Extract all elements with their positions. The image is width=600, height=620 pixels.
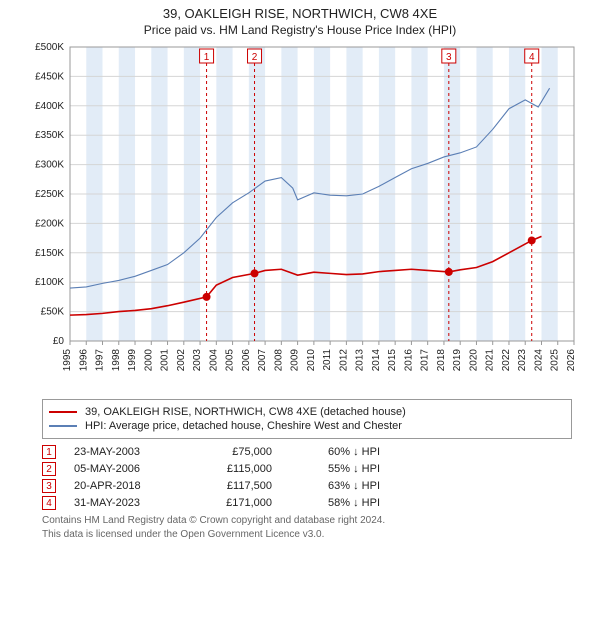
event-marker-4: 4 — [42, 496, 56, 510]
title-line-2: Price paid vs. HM Land Registry's House … — [0, 23, 600, 37]
chart-svg: £0 £50K £100K £150K £200K £250K £300K £350K £400… — [20, 41, 580, 391]
svg-text:2005: 2005 — [225, 349, 236, 372]
event-date-4: 31-MAY-2023 — [74, 497, 174, 509]
svg-text:£0: £0 — [53, 336, 65, 347]
svg-text:2004: 2004 — [208, 349, 219, 372]
legend-item-2: HPI: Average price, detached house, Ches… — [49, 420, 565, 432]
svg-text:2006: 2006 — [241, 349, 252, 372]
svg-text:£400K: £400K — [35, 101, 64, 112]
svg-text:1995: 1995 — [62, 349, 73, 372]
svg-text:1998: 1998 — [111, 349, 122, 372]
svg-text:4: 4 — [529, 52, 535, 63]
event-delta-3: 63% ↓ HPI — [290, 480, 380, 492]
legend: 39, OAKLEIGH RISE, NORTHWICH, CW8 4XE (d… — [42, 399, 572, 439]
title-line-1: 39, OAKLEIGH RISE, NORTHWICH, CW8 4XE — [0, 6, 600, 21]
svg-text:2020: 2020 — [468, 349, 479, 372]
event-row-1: 1 23-MAY-2003 £75,000 60% ↓ HPI — [42, 445, 572, 459]
svg-text:1997: 1997 — [95, 349, 106, 372]
svg-text:2023: 2023 — [517, 349, 528, 372]
event-date-2: 05-MAY-2006 — [74, 463, 174, 475]
svg-text:£200K: £200K — [35, 218, 64, 229]
svg-text:£300K: £300K — [35, 160, 64, 171]
legend-swatch-1 — [49, 411, 77, 413]
footnote-line-2: This data is licensed under the Open Gov… — [42, 528, 572, 542]
legend-label-2: HPI: Average price, detached house, Ches… — [85, 420, 402, 432]
event-marker-3: 3 — [42, 479, 56, 493]
svg-text:1999: 1999 — [127, 349, 138, 372]
event-price-4: £171,000 — [192, 497, 272, 509]
event-row-3: 3 20-APR-2018 £117,500 63% ↓ HPI — [42, 479, 572, 493]
svg-text:2010: 2010 — [306, 349, 317, 372]
svg-text:2: 2 — [252, 52, 258, 63]
svg-text:2016: 2016 — [403, 349, 414, 372]
svg-text:£500K: £500K — [35, 42, 64, 53]
svg-text:2021: 2021 — [485, 349, 496, 372]
svg-text:1996: 1996 — [78, 349, 89, 372]
svg-text:2025: 2025 — [550, 349, 561, 372]
svg-text:2012: 2012 — [338, 349, 349, 372]
event-delta-2: 55% ↓ HPI — [290, 463, 380, 475]
svg-text:2011: 2011 — [322, 349, 333, 371]
svg-text:2019: 2019 — [452, 349, 463, 372]
svg-text:2017: 2017 — [420, 349, 431, 372]
svg-text:2022: 2022 — [501, 349, 512, 372]
event-price-2: £115,000 — [192, 463, 272, 475]
svg-text:2003: 2003 — [192, 349, 203, 372]
svg-text:2018: 2018 — [436, 349, 447, 372]
chart-title-block: 39, OAKLEIGH RISE, NORTHWICH, CW8 4XE Pr… — [0, 0, 600, 37]
event-row-4: 4 31-MAY-2023 £171,000 58% ↓ HPI — [42, 496, 572, 510]
events-table: 1 23-MAY-2003 £75,000 60% ↓ HPI 2 05-MAY… — [42, 445, 572, 510]
svg-text:£150K: £150K — [35, 248, 64, 259]
svg-text:3: 3 — [446, 52, 452, 63]
svg-text:2024: 2024 — [533, 349, 544, 372]
svg-text:2000: 2000 — [143, 349, 154, 372]
svg-text:2001: 2001 — [160, 349, 171, 372]
event-date-1: 23-MAY-2003 — [74, 446, 174, 458]
svg-text:2014: 2014 — [371, 349, 382, 372]
svg-text:1: 1 — [204, 52, 210, 63]
svg-text:£350K: £350K — [35, 130, 64, 141]
legend-swatch-2 — [49, 425, 77, 427]
svg-text:£100K: £100K — [35, 277, 64, 288]
svg-text:2008: 2008 — [273, 349, 284, 372]
legend-item-1: 39, OAKLEIGH RISE, NORTHWICH, CW8 4XE (d… — [49, 406, 565, 418]
footnote-line-1: Contains HM Land Registry data © Crown c… — [42, 514, 572, 528]
event-delta-4: 58% ↓ HPI — [290, 497, 380, 509]
chart-area: £0 £50K £100K £150K £200K £250K £300K £350K £400… — [20, 41, 580, 391]
footnote: Contains HM Land Registry data © Crown c… — [42, 514, 572, 541]
event-marker-1: 1 — [42, 445, 56, 459]
svg-text:2013: 2013 — [355, 349, 366, 372]
event-marker-2: 2 — [42, 462, 56, 476]
event-price-1: £75,000 — [192, 446, 272, 458]
svg-text:2002: 2002 — [176, 349, 187, 372]
event-date-3: 20-APR-2018 — [74, 480, 174, 492]
svg-text:2007: 2007 — [257, 349, 268, 372]
event-row-2: 2 05-MAY-2006 £115,000 55% ↓ HPI — [42, 462, 572, 476]
svg-text:2015: 2015 — [387, 349, 398, 372]
svg-text:£450K: £450K — [35, 71, 64, 82]
svg-text:2026: 2026 — [566, 349, 577, 372]
legend-label-1: 39, OAKLEIGH RISE, NORTHWICH, CW8 4XE (d… — [85, 406, 406, 418]
svg-text:2009: 2009 — [290, 349, 301, 372]
svg-text:£50K: £50K — [41, 307, 65, 318]
svg-text:£250K: £250K — [35, 189, 64, 200]
event-price-3: £117,500 — [192, 480, 272, 492]
event-delta-1: 60% ↓ HPI — [290, 446, 380, 458]
